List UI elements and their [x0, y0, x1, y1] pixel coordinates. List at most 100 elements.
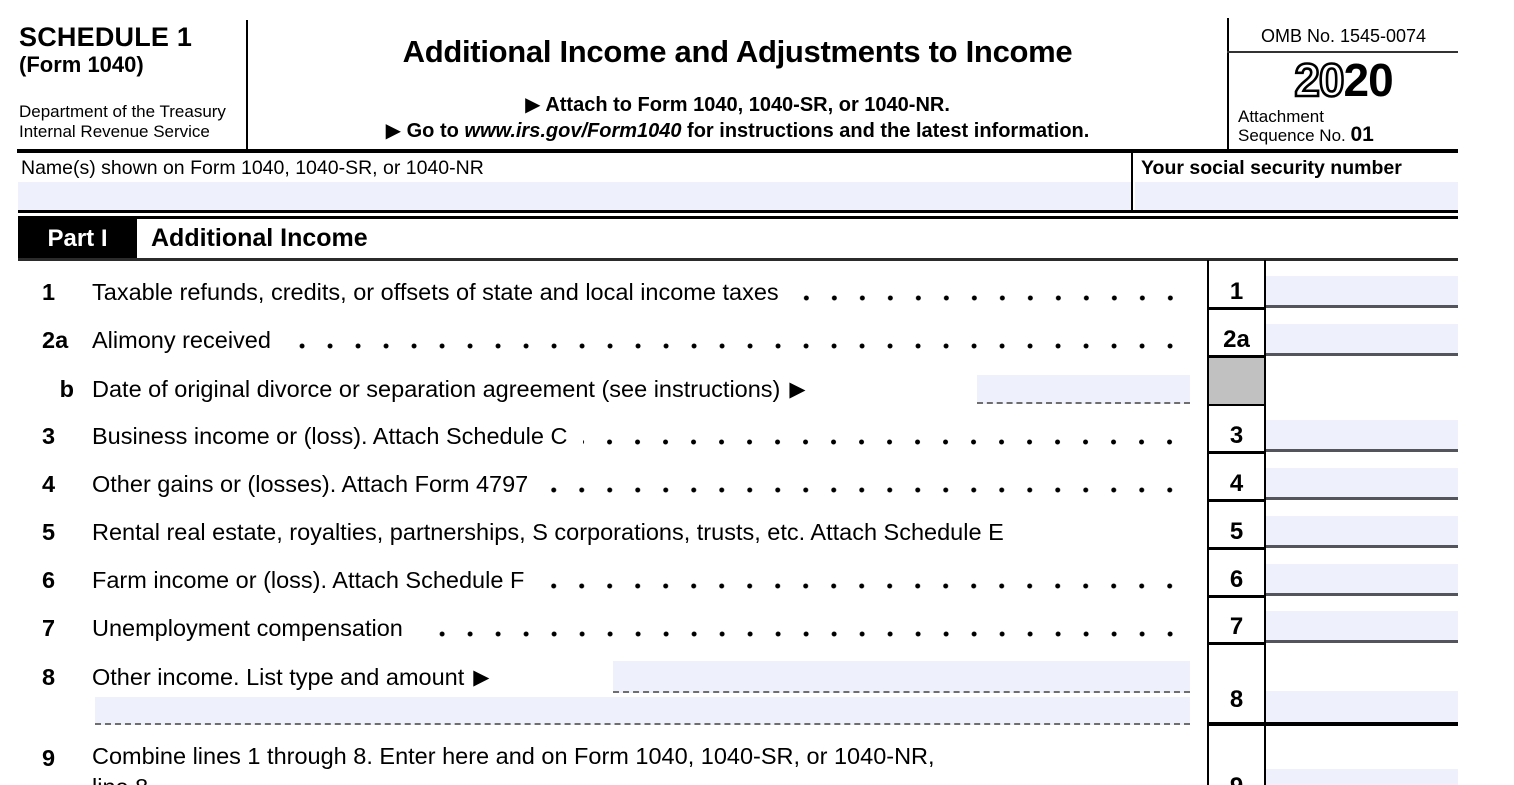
- divider: [1207, 307, 1266, 310]
- agency-line-2: Internal Revenue Service: [19, 121, 210, 141]
- line-9-label: Combine lines 1 through 8. Enter here an…: [92, 741, 935, 785]
- line-6-box-number: 6: [1229, 566, 1244, 593]
- line-8-type-input-2[interactable]: [95, 697, 1190, 725]
- divider: [1207, 260, 1209, 785]
- irs-url-link[interactable]: www.irs.gov/Form1040: [464, 120, 682, 142]
- line-1-amount-input[interactable]: [1266, 276, 1458, 308]
- divider: [246, 20, 248, 150]
- divider: [1207, 451, 1266, 454]
- right-arrow-icon: ▶: [385, 120, 402, 142]
- line-3-row: 3 Business income or (loss). Attach Sche…: [36, 419, 1190, 453]
- attach-note: ▶ Attach to Form 1040, 1040-SR, or 1040-…: [250, 92, 1225, 117]
- line-2a-box-number: 2a: [1223, 326, 1250, 353]
- line-8-amount-input[interactable]: [1266, 691, 1458, 722]
- line-7-number: 7: [42, 614, 56, 641]
- dot-leader: [418, 631, 1184, 637]
- dot-leader: [583, 439, 1184, 445]
- line-4-amount-input[interactable]: [1266, 468, 1458, 500]
- line-5-label: Rental real estate, royalties, partnersh…: [92, 518, 1004, 545]
- line-9-amount-input[interactable]: [1266, 769, 1458, 785]
- line-9-number: 9: [42, 745, 56, 771]
- line-5-row: 5 Rental real estate, royalties, partner…: [36, 515, 1190, 549]
- line-6-number: 6: [42, 566, 56, 593]
- goto-prefix: Go to: [406, 120, 465, 142]
- form-title: Additional Income and Adjustments to Inc…: [402, 34, 1073, 69]
- ssn-input[interactable]: [1135, 182, 1458, 210]
- line-1-box-number: 1: [1229, 278, 1244, 305]
- line-3-label: Business income or (loss). Attach Schedu…: [92, 422, 568, 449]
- line-4-row: 4 Other gains or (losses). Attach Form 4…: [36, 467, 1190, 501]
- divider: [1207, 355, 1266, 358]
- schedule-label: SCHEDULE 1: [19, 22, 193, 52]
- dot-leader: [286, 343, 1184, 349]
- year-outline-digits: 20: [1293, 54, 1346, 106]
- line-2b-label: Date of original divorce or separation a…: [92, 375, 781, 402]
- line-4-label: Other gains or (losses). Attach Form 479…: [92, 470, 529, 497]
- part1-badge: Part I: [18, 219, 137, 258]
- line-5-number: 5: [42, 518, 56, 545]
- shaded-cell: [1209, 358, 1264, 404]
- goto-suffix: for instructions and the latest informat…: [681, 120, 1090, 142]
- line-2b-number: b: [59, 375, 74, 402]
- line-9-row: 9 Combine lines 1 through 8. Enter here …: [36, 741, 1190, 785]
- line-8-number: 8: [42, 663, 56, 690]
- divider: [1207, 642, 1266, 645]
- form-number-label: (Form 1040): [19, 52, 144, 77]
- line-7-label: Unemployment compensation: [92, 614, 403, 641]
- divider: [1207, 595, 1266, 598]
- line-1-number: 1: [42, 278, 56, 305]
- line-2a-row: 2a Alimony received: [36, 323, 1190, 357]
- omb-number: OMB No. 1545-0074: [1260, 26, 1427, 46]
- ssn-label: Your social security number: [1141, 157, 1402, 179]
- divider: [1207, 722, 1458, 726]
- sequence-label: Sequence No.: [1238, 126, 1351, 145]
- line-3-box-number: 3: [1229, 422, 1244, 449]
- divider: [1227, 51, 1458, 53]
- line-7-row: 7 Unemployment compensation: [36, 611, 1190, 645]
- line-5-box-number: 5: [1229, 518, 1244, 545]
- goto-note: ▶ Go to www.irs.gov/Form1040 for instruc…: [250, 118, 1225, 143]
- divider: [18, 216, 1458, 219]
- line-8-label: Other income. List type and amount: [92, 663, 465, 690]
- line-8-type-input[interactable]: [613, 661, 1190, 693]
- divider: [17, 149, 1458, 153]
- line-8-row: 8 Other income. List type and amount ▶: [36, 660, 1190, 694]
- line-6-label: Farm income or (loss). Attach Schedule F: [92, 566, 525, 593]
- line-2b-date-input[interactable]: [977, 375, 1190, 404]
- line-1-label: Taxable refunds, credits, or offsets of …: [92, 278, 779, 305]
- line-8-box-number: 8: [1229, 686, 1244, 713]
- dot-leader: [794, 295, 1184, 301]
- tax-year: 2020: [1229, 54, 1458, 106]
- line-1-row: 1 Taxable refunds, credits, or offsets o…: [36, 275, 1190, 309]
- line-9-label-line2: line 8: [92, 774, 148, 785]
- line-9-label-line1: Combine lines 1 through 8. Enter here an…: [92, 743, 935, 769]
- attachment-label: Attachment: [1238, 107, 1324, 126]
- divider: [1227, 18, 1229, 150]
- line-5-amount-input[interactable]: [1266, 516, 1458, 548]
- line-7-box-number: 7: [1229, 613, 1244, 640]
- divider: [1207, 547, 1266, 550]
- line-4-number: 4: [42, 470, 56, 497]
- sequence-line: Sequence No. 01: [1238, 124, 1374, 145]
- line-2a-amount-input[interactable]: [1266, 324, 1458, 356]
- line-7-amount-input[interactable]: [1266, 611, 1458, 643]
- year-bold-digits: 20: [1343, 54, 1394, 106]
- line-3-amount-input[interactable]: [1266, 420, 1458, 452]
- line-2a-label: Alimony received: [92, 326, 271, 353]
- name-input[interactable]: [18, 182, 1131, 210]
- divider: [1207, 403, 1266, 406]
- line-6-amount-input[interactable]: [1266, 564, 1458, 596]
- line-6-row: 6 Farm income or (loss). Attach Schedule…: [36, 563, 1190, 597]
- right-arrow-icon: ▶: [525, 94, 541, 116]
- line-4-box-number: 4: [1229, 470, 1244, 497]
- right-arrow-icon: ▶: [473, 665, 490, 689]
- divider: [18, 210, 1458, 213]
- right-arrow-icon: ▶: [789, 377, 806, 401]
- name-label: Name(s) shown on Form 1040, 1040-SR, or …: [21, 157, 484, 179]
- part1-heading: Additional Income: [151, 224, 368, 252]
- form-id-block: SCHEDULE 1 (Form 1040) Department of the…: [19, 22, 244, 141]
- line-9-box-number: 9: [1207, 771, 1266, 785]
- line-2b-row: b Date of original divorce or separation…: [36, 372, 1190, 406]
- dot-leader: [544, 487, 1184, 493]
